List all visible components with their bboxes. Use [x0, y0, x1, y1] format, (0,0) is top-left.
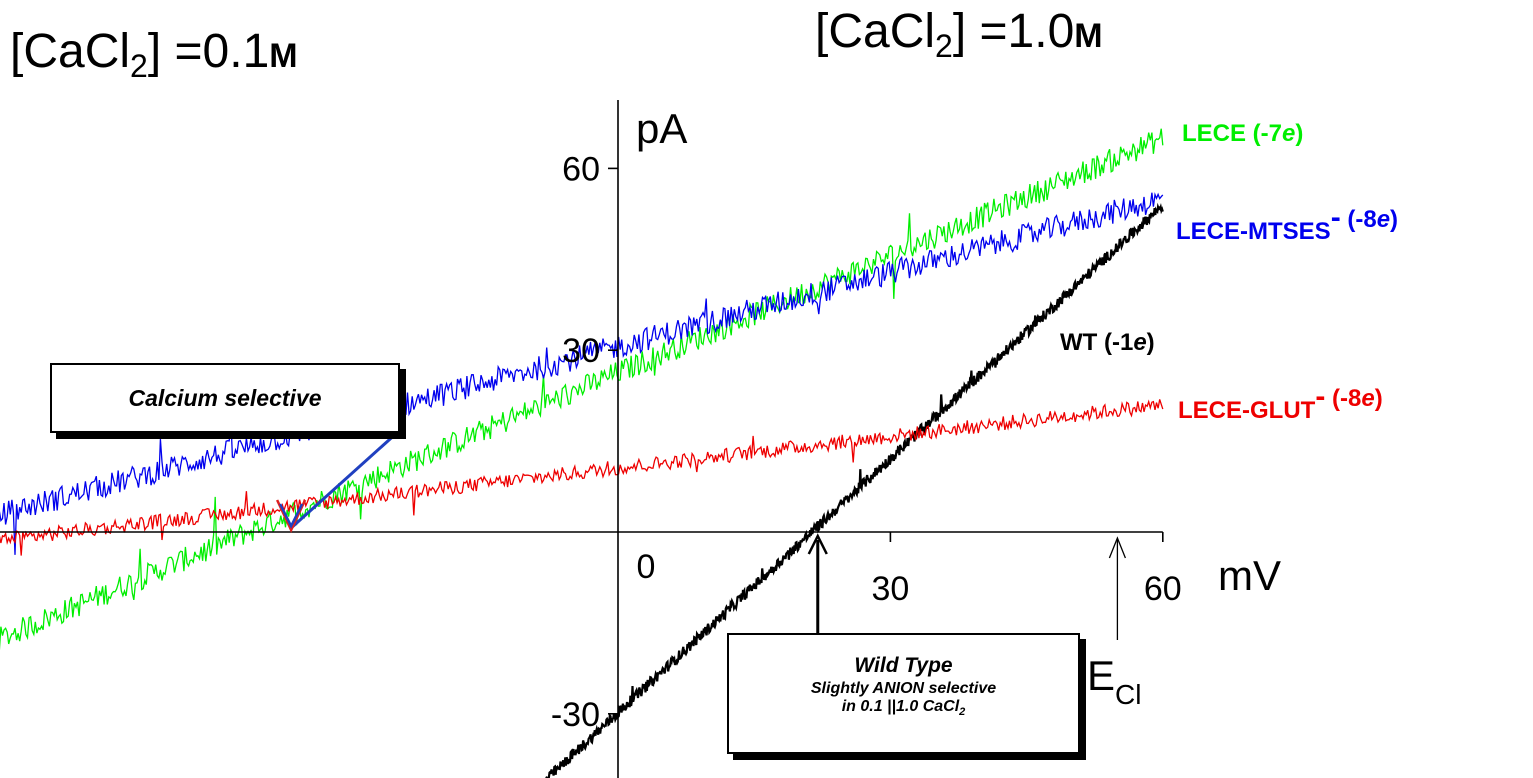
- calcium-arrow-head-blue: [279, 503, 304, 529]
- ecl-label: ECl: [1087, 652, 1141, 710]
- x-tick-label-60: 60: [1144, 570, 1182, 608]
- ecl-label-group: ECl: [1087, 652, 1141, 710]
- trace-lece: [0, 128, 1164, 651]
- right-concentration-header: [CaCl2] =1.0M: [815, 5, 1103, 64]
- wild-type-line3-text: in 0.1 ||1.0 CaCl: [841, 698, 960, 715]
- series-label-wt: WT (-1e): [1060, 329, 1155, 356]
- wild-type-line3-sub: 2: [959, 706, 966, 719]
- x-axis-label: mV: [1218, 552, 1281, 599]
- series-label-lece: LECE (-7e): [1182, 120, 1303, 147]
- left-header-mid: ] =0.1: [147, 25, 270, 78]
- left-header-prefix: [CaCl: [10, 25, 131, 78]
- y-tick-label-30: 30: [562, 332, 600, 370]
- calcium-selective-callout: Calcium selective: [50, 363, 400, 433]
- right-header-prefix: [CaCl: [815, 5, 936, 58]
- right-header-unit: M: [1074, 17, 1103, 55]
- calcium-selective-text: Calcium selective: [128, 385, 322, 411]
- left-header-unit: M: [269, 37, 298, 75]
- right-header-mid: ] =1.0: [952, 5, 1075, 58]
- wild-type-title: Wild Type: [854, 654, 953, 677]
- x-tick-label-0: 0: [637, 548, 656, 586]
- wild-type-line3: in 0.1 ||1.0 CaCl2: [729, 699, 1078, 720]
- wt-arrow-head: [807, 533, 828, 555]
- axes-group: 0 30 60 -30 30 60 mV pA: [0, 100, 1281, 778]
- left-concentration-header: [CaCl2] =0.1M: [10, 25, 298, 84]
- calcium-arrow-shaft: [290, 429, 401, 530]
- trace-wt: [545, 202, 1164, 778]
- traces-group: [0, 128, 1164, 778]
- trace-lece-mtses: [0, 192, 1164, 555]
- right-header-sub: 2: [935, 28, 953, 64]
- y-tick-label-60: 60: [562, 150, 600, 188]
- wild-type-line2: Slightly ANION selective: [810, 680, 997, 697]
- series-label-lece-glut: LECE-GLUT- (-8e): [1178, 380, 1383, 424]
- x-tick-label-30: 30: [871, 570, 909, 608]
- trace-lece-glut: [0, 399, 1164, 556]
- series-labels-group: LECE (-7e) LECE-MTSES- (-8e) LECE-GLUT- (-…: [1060, 120, 1398, 424]
- ecl-arrow-head: [1108, 536, 1127, 559]
- series-label-lece-mtses: LECE-MTSES- (-8e): [1176, 201, 1398, 245]
- y-axis-label: pA: [636, 105, 687, 152]
- arrows-group: [275, 429, 1127, 640]
- left-header-sub: 2: [130, 48, 148, 84]
- wild-type-callout: Wild Type Slightly ANION selective in 0.…: [727, 633, 1080, 754]
- y-tick-label-neg30: -30: [551, 696, 600, 734]
